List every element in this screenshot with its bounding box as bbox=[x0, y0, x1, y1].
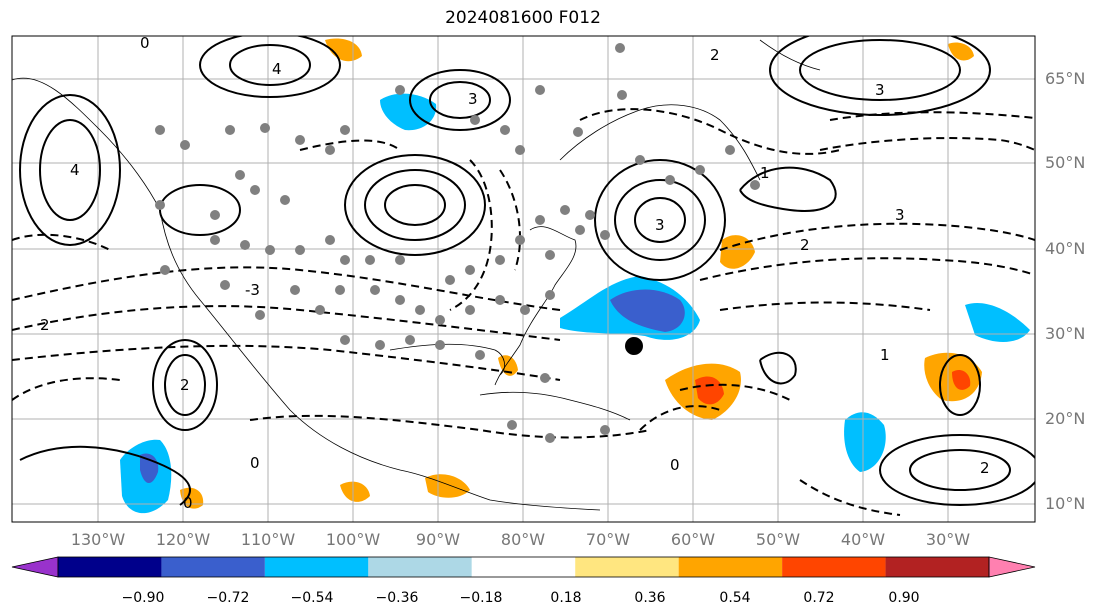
contour-label: 1 bbox=[760, 164, 770, 182]
lat-label-20: 20°N bbox=[1045, 409, 1085, 428]
contour-label: 3 bbox=[655, 216, 665, 234]
solid-contours bbox=[19, 36, 1035, 506]
colorbar-tick-label: 0.36 bbox=[634, 590, 665, 606]
red-region-tropics bbox=[695, 376, 724, 405]
lon-label: 60°W bbox=[671, 530, 715, 549]
colorbar-extend-low bbox=[11, 556, 59, 578]
colorbar-segment bbox=[161, 557, 265, 577]
contour-label: 3 bbox=[875, 81, 885, 99]
contour-label: 2 bbox=[980, 459, 990, 477]
longitude-labels: 130°W 120°W 110°W 100°W 90°W 80°W 70°W 6… bbox=[71, 530, 970, 549]
colorbar-tick-label: 0.18 bbox=[550, 590, 581, 606]
orange-region-far-northeast bbox=[948, 42, 974, 61]
colorbar-extend-high bbox=[988, 556, 1036, 578]
colorbar-tick-label: 0.90 bbox=[888, 590, 919, 606]
dark-blue-region-atlantic bbox=[610, 289, 685, 332]
colorbar-tick-label: −0.72 bbox=[207, 590, 250, 606]
blue-region-hudson bbox=[380, 93, 437, 131]
lon-label: 130°W bbox=[71, 530, 126, 549]
lon-label: 70°W bbox=[586, 530, 630, 549]
lat-label-65: 65°N bbox=[1045, 69, 1085, 88]
latitude-labels: 65°N 50°N 40°N 30°N 20°N 10°N bbox=[1045, 69, 1085, 513]
colorbar bbox=[11, 556, 1036, 578]
colorbar-segment bbox=[471, 557, 576, 577]
lat-label-40: 40°N bbox=[1045, 239, 1085, 258]
blue-region-far-east bbox=[965, 302, 1030, 342]
contour-label: 1 bbox=[880, 346, 890, 364]
storm-location-marker bbox=[625, 337, 643, 355]
colorbar-tick-label: −0.90 bbox=[122, 590, 165, 606]
lon-label: 40°W bbox=[841, 530, 885, 549]
contour-label: 0 bbox=[670, 456, 680, 474]
lon-label: 100°W bbox=[326, 530, 381, 549]
colorbar-tick-label: −0.54 bbox=[291, 590, 334, 606]
lat-label-50: 50°N bbox=[1045, 153, 1085, 172]
contour-label: 3 bbox=[895, 206, 905, 224]
lat-label-30: 30°N bbox=[1045, 324, 1085, 343]
contour-label: 2 bbox=[180, 376, 190, 394]
contour-label: 3 bbox=[468, 90, 478, 108]
contour-label: 4 bbox=[70, 161, 80, 179]
observation-dots bbox=[155, 43, 760, 443]
map-title: 2024081600 F012 bbox=[445, 8, 601, 28]
contour-label: 0 bbox=[183, 494, 193, 512]
contour-label: 2 bbox=[800, 236, 810, 254]
contour-label: 2 bbox=[40, 316, 50, 334]
lon-label: 30°W bbox=[926, 530, 970, 549]
colorbar-tick-labels: −0.90 −0.72 −0.54 −0.36 −0.18 0.18 0.36 … bbox=[122, 590, 920, 606]
contour-labels: 4 3 4 3 -3 2 2 1 3 3 0 0 2 2 0 0 1 2 bbox=[40, 34, 990, 512]
contour-label: 4 bbox=[272, 60, 282, 78]
lon-label: 120°W bbox=[156, 530, 211, 549]
dashed-contours bbox=[12, 108, 1035, 516]
lon-label: 90°W bbox=[416, 530, 460, 549]
colorbar-segment bbox=[264, 557, 369, 577]
colorbar-segment bbox=[885, 557, 989, 577]
lon-label: 80°W bbox=[501, 530, 545, 549]
contour-label: 0 bbox=[250, 454, 260, 472]
orange-region-pacific-south bbox=[180, 487, 204, 509]
lon-label: 110°W bbox=[241, 530, 296, 549]
red-region-east bbox=[952, 369, 971, 390]
colorbar-segment bbox=[678, 557, 783, 577]
colorbar-frame bbox=[57, 556, 990, 578]
coastlines bbox=[12, 39, 821, 511]
orange-region-pacific-mid bbox=[340, 481, 370, 502]
contour-label: 0 bbox=[140, 34, 150, 52]
lat-label-10: 10°N bbox=[1045, 494, 1085, 513]
colorbar-tick-label: 0.54 bbox=[719, 590, 750, 606]
colorbar-tick-label: −0.18 bbox=[460, 590, 503, 606]
lon-label: 50°W bbox=[756, 530, 800, 549]
contour-label: 2 bbox=[710, 46, 720, 64]
colorbar-tick-label: 0.72 bbox=[803, 590, 834, 606]
colorbar-segment bbox=[575, 557, 679, 577]
shaded-anomalies bbox=[120, 38, 1030, 514]
plot-frame bbox=[11, 35, 1036, 523]
colorbar-segment bbox=[58, 557, 162, 577]
colorbar-segment bbox=[782, 557, 886, 577]
blue-region-east bbox=[844, 412, 886, 472]
orange-region-newfoundland bbox=[720, 235, 755, 269]
colorbar-tick-label: −0.36 bbox=[376, 590, 419, 606]
colorbar-segment bbox=[368, 557, 472, 577]
contour-label: -3 bbox=[245, 281, 260, 299]
